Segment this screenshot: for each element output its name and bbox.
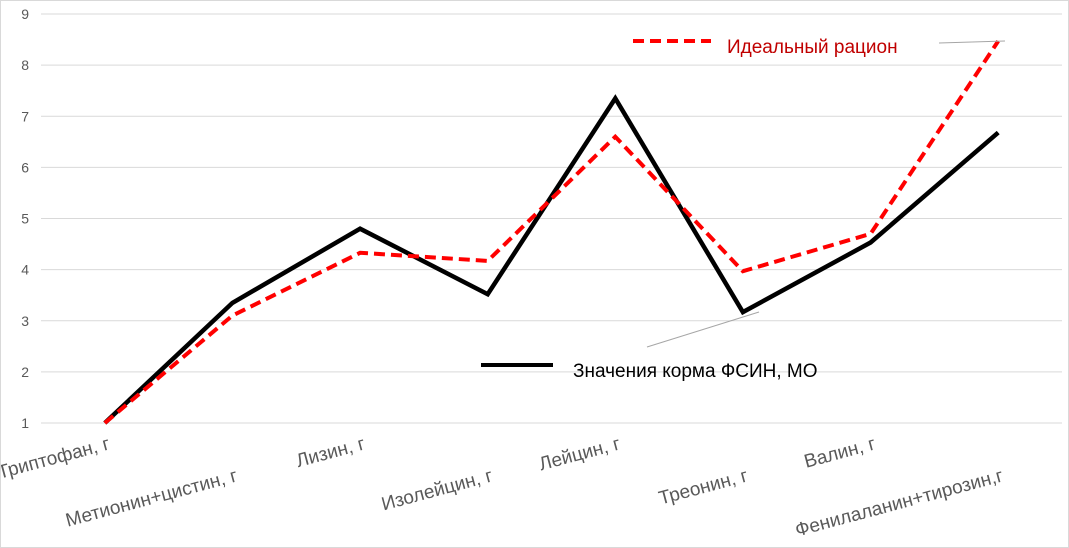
legend-label-ideal: Идеальный рацион xyxy=(727,37,898,58)
y-tick-label: 7 xyxy=(21,108,29,124)
legend: Идеальный рацион Значения корма ФСИН, МО xyxy=(481,37,1006,382)
y-axis-ticks: 1 2 3 4 5 6 7 8 9 xyxy=(21,6,29,431)
x-tick-label: Лизин, г xyxy=(294,434,367,473)
y-tick-label: 2 xyxy=(21,364,29,380)
gridlines xyxy=(41,13,1062,424)
series-line-ideal xyxy=(103,39,1000,425)
x-tick-label: Лейцин, г xyxy=(537,434,623,476)
x-tick-label: Треонин, г xyxy=(657,466,751,510)
series-line-fsin xyxy=(103,94,1000,425)
y-tick-label: 8 xyxy=(21,57,29,73)
legend-label-fsin: Значения корма ФСИН, МО xyxy=(573,361,818,382)
legend-leader-line-ideal xyxy=(938,40,1006,44)
y-tick-label: 1 xyxy=(21,415,29,431)
legend-leader-line-fsin xyxy=(646,311,760,348)
y-tick-label: 4 xyxy=(21,262,29,278)
y-tick-label: 6 xyxy=(21,159,29,175)
y-tick-label: 9 xyxy=(21,6,29,22)
x-tick-label: Триптофан, г xyxy=(1,434,112,484)
y-tick-label: 3 xyxy=(21,313,29,329)
x-tick-label: Изолейцин, г xyxy=(379,466,495,516)
y-tick-label: 5 xyxy=(21,211,29,227)
series-lines xyxy=(103,39,1000,425)
x-tick-label: Валин, г xyxy=(802,434,878,473)
x-tick-label: Фенилаланин+тирозин,г xyxy=(793,466,1006,542)
x-tick-label: Метионин+цистин, г xyxy=(63,466,239,532)
